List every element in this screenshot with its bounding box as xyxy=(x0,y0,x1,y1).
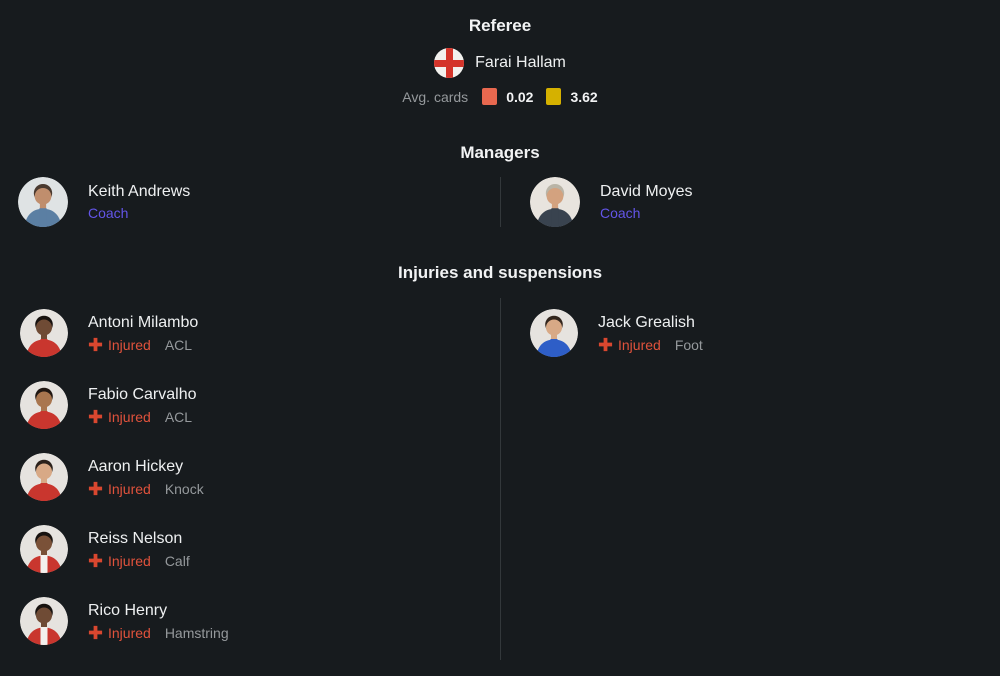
player-avatar xyxy=(20,597,68,645)
person-silhouette-icon xyxy=(20,597,68,645)
person-silhouette-icon xyxy=(18,177,68,227)
player-name: Reiss Nelson xyxy=(88,530,183,547)
avg-cards-row: Avg. cards 0.02 3.62 xyxy=(0,88,1000,105)
injury-row[interactable]: Jack Grealish Injured Foot xyxy=(530,309,1000,357)
injury-detail: Calf xyxy=(164,552,190,569)
injured-label: Injured xyxy=(108,408,151,425)
injury-row[interactable]: Rico Henry Injured Hamstring xyxy=(20,597,500,645)
manager-name: Keith Andrews xyxy=(88,183,191,200)
injured-label: Injured xyxy=(618,336,661,353)
player-avatar xyxy=(530,309,578,357)
medical-cross-icon xyxy=(88,553,103,568)
injuries-body: Antoni Milambo Injured ACL xyxy=(0,298,1000,660)
managers-away-column: David Moyes Coach xyxy=(500,177,1000,227)
injury-detail: ACL xyxy=(164,336,193,353)
vertical-divider xyxy=(500,177,501,227)
player-avatar xyxy=(20,381,68,429)
yellow-card-icon xyxy=(546,88,562,105)
injured-label: Injured xyxy=(108,336,151,353)
injury-row[interactable]: Antoni Milambo Injured ACL xyxy=(20,309,500,357)
injury-detail: Foot xyxy=(674,336,703,353)
manager-name: David Moyes xyxy=(600,183,693,200)
injuries-away-column: Jack Grealish Injured Foot xyxy=(500,298,1000,660)
person-silhouette-icon xyxy=(20,525,68,573)
player-name: Rico Henry xyxy=(88,602,168,619)
person-silhouette-icon xyxy=(530,309,578,357)
medical-cross-icon xyxy=(88,337,103,352)
medical-cross-icon xyxy=(88,625,103,640)
referee-row: Farai Hallam xyxy=(0,48,1000,78)
injuries-section: Injuries and suspensions xyxy=(0,262,1000,660)
managers-section: Managers K xyxy=(0,142,1000,227)
referee-name: Farai Hallam xyxy=(475,54,566,71)
manager-avatar xyxy=(18,177,68,227)
medical-cross-icon xyxy=(88,409,103,424)
red-card-icon xyxy=(482,88,498,105)
player-name: Fabio Carvalho xyxy=(88,386,197,403)
player-name: Aaron Hickey xyxy=(88,458,184,475)
manager-row-home[interactable]: Keith Andrews Coach xyxy=(18,177,500,227)
injury-detail: Hamstring xyxy=(164,624,229,641)
england-flag-icon xyxy=(434,48,465,78)
referee-section: Referee Farai Hallam Avg. cards 0.02 3.6… xyxy=(0,0,1000,105)
manager-row-away[interactable]: David Moyes Coach xyxy=(530,177,1000,227)
player-name: Antoni Milambo xyxy=(88,314,199,331)
manager-avatar xyxy=(530,177,580,227)
red-cards-value: 0.02 xyxy=(506,88,534,105)
injured-label: Injured xyxy=(108,480,151,497)
person-silhouette-icon xyxy=(20,381,68,429)
referee-title: Referee xyxy=(468,16,532,35)
injury-row[interactable]: Fabio Carvalho Injured ACL xyxy=(20,381,500,429)
medical-cross-icon xyxy=(598,337,613,352)
injuries-home-column: Antoni Milambo Injured ACL xyxy=(0,298,500,660)
managers-row: Keith Andrews Coach xyxy=(0,177,1000,227)
managers-title: Managers xyxy=(460,143,540,162)
injured-label: Injured xyxy=(108,624,151,641)
injury-detail: Knock xyxy=(164,480,204,497)
player-avatar xyxy=(20,309,68,357)
person-silhouette-icon xyxy=(20,453,68,501)
vertical-divider xyxy=(500,298,501,660)
injury-row[interactable]: Reiss Nelson Injured Calf xyxy=(20,525,500,573)
injury-row[interactable]: Aaron Hickey Injured Knock xyxy=(20,453,500,501)
avg-cards-label: Avg. cards xyxy=(402,88,469,105)
manager-role: Coach xyxy=(88,205,129,221)
managers-home-column: Keith Andrews Coach xyxy=(0,177,500,227)
player-avatar xyxy=(20,525,68,573)
injured-label: Injured xyxy=(108,552,151,569)
player-name: Jack Grealish xyxy=(598,314,695,331)
injury-detail: ACL xyxy=(164,408,193,425)
person-silhouette-icon xyxy=(530,177,580,227)
player-avatar xyxy=(20,453,68,501)
manager-role: Coach xyxy=(600,205,641,221)
medical-cross-icon xyxy=(88,481,103,496)
person-silhouette-icon xyxy=(20,309,68,357)
injuries-title: Injuries and suspensions xyxy=(397,263,603,282)
yellow-cards-value: 3.62 xyxy=(570,88,598,105)
